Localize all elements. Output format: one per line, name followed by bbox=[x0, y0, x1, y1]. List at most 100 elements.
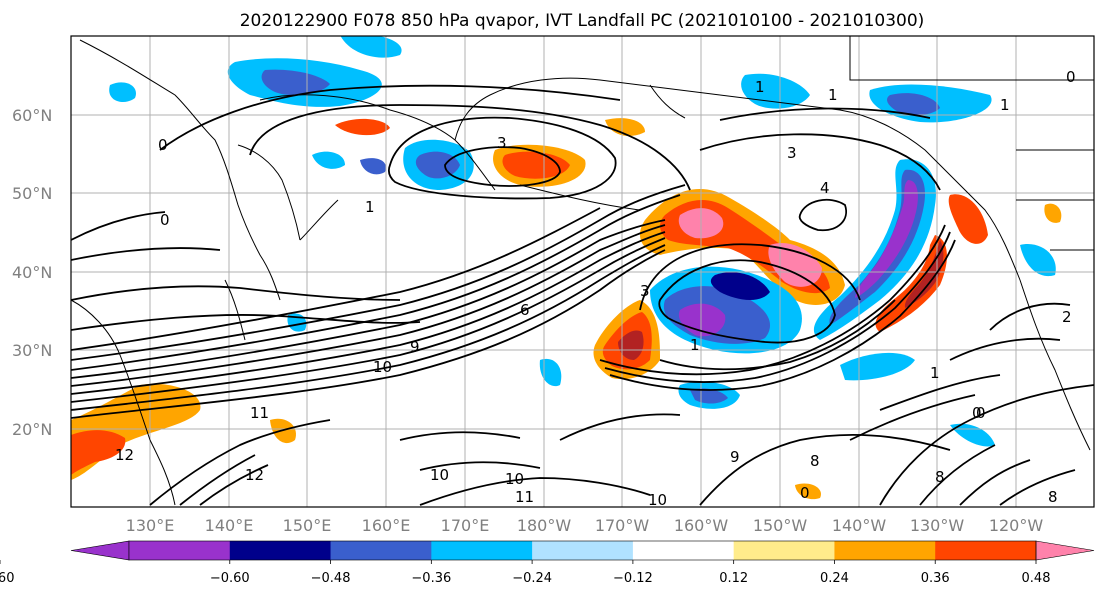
positive-anomaly-patch bbox=[875, 235, 947, 332]
colorbar: −0.60 −0.48 −0.36 −0.24 −0.12 0.12 0.24 0.36 0.4… bbox=[0, 540, 1095, 586]
positive-anomaly-patch bbox=[768, 242, 822, 287]
contour-label: 11 bbox=[515, 488, 534, 506]
colorbar-swatch bbox=[834, 541, 936, 560]
contour-label: 10 bbox=[430, 466, 449, 484]
contour-label: 10 bbox=[505, 470, 524, 488]
colorbar-swatch bbox=[532, 541, 634, 560]
positive-anomaly-patch bbox=[795, 483, 821, 500]
positive-anomaly-patch bbox=[605, 118, 645, 136]
colorbar-swatch bbox=[935, 541, 1037, 560]
contour-label: 1 bbox=[828, 86, 838, 104]
ivt-contours bbox=[71, 84, 1094, 506]
colorbar-tick-label: 0.24 bbox=[820, 571, 849, 586]
colorbar-tick-label: 0.36 bbox=[921, 571, 950, 586]
colorbar-tick-label: −0.60 bbox=[210, 571, 250, 586]
lon-label: 170°E bbox=[441, 516, 490, 535]
contour-label: 6 bbox=[520, 301, 530, 319]
negative-anomaly-patch bbox=[829, 169, 926, 325]
contour-label: 10 bbox=[648, 491, 667, 509]
negative-anomaly-patch bbox=[539, 358, 562, 387]
positive-anomaly-patch bbox=[335, 118, 390, 136]
map-frame bbox=[70, 35, 1095, 508]
positive-anomaly-patch bbox=[71, 430, 126, 475]
contour-label: 1 bbox=[690, 336, 700, 354]
contour-label: 0 bbox=[160, 211, 170, 229]
contour-label: 8 bbox=[810, 452, 820, 470]
lon-label: 160°E bbox=[362, 516, 411, 535]
contour-label: 0 bbox=[1066, 68, 1076, 86]
contour-label: 8 bbox=[1048, 488, 1058, 506]
colorbar-swatch bbox=[229, 541, 332, 560]
contour-label: 1 bbox=[755, 78, 765, 96]
lat-label: 40°N bbox=[12, 263, 52, 282]
contour-label: 3 bbox=[787, 144, 797, 162]
contour-label: 0 bbox=[976, 404, 986, 422]
contour-label: 0 bbox=[972, 404, 982, 422]
contour-label: 0 bbox=[158, 136, 168, 154]
contour-label: 0 bbox=[800, 484, 810, 502]
negative-anomaly-patch bbox=[887, 93, 940, 115]
contour-label: 1 bbox=[930, 364, 940, 382]
negative-anomaly-patch bbox=[261, 69, 330, 96]
colorbar-extend-min bbox=[70, 540, 130, 561]
positive-anomaly-patch bbox=[1044, 203, 1062, 223]
colorbar-tick-label: 0.12 bbox=[719, 571, 748, 586]
positive-anomaly-patch bbox=[904, 240, 944, 308]
contour-label: 12 bbox=[115, 446, 134, 464]
contour-label: 10 bbox=[373, 358, 392, 376]
lon-label: 120°W bbox=[989, 516, 1044, 535]
colorbar-extend-max bbox=[1035, 540, 1095, 561]
contour-label: 3 bbox=[640, 282, 650, 300]
lat-label: 20°N bbox=[12, 420, 52, 439]
contour-label: 9 bbox=[730, 448, 740, 466]
negative-anomaly-patch bbox=[109, 82, 136, 102]
contour-label: 3 bbox=[497, 134, 507, 152]
contour-labels: 0 0 0 0 0 1 1 1 1 3 3 4 3 1 9 10 11 12 1… bbox=[115, 68, 1076, 509]
contour-label: 12 bbox=[245, 466, 264, 484]
contour-label: 9 bbox=[410, 338, 420, 356]
colorbar-tick-label: 0.60 bbox=[0, 571, 14, 586]
latitude-labels: 60°N 50°N 40°N 30°N 20°N bbox=[12, 106, 52, 439]
lon-label: 140°E bbox=[205, 516, 254, 535]
negative-anomaly-patch bbox=[360, 158, 386, 175]
contour-label: 11 bbox=[250, 404, 269, 422]
colorbar-swatch bbox=[733, 541, 835, 560]
lat-label: 30°N bbox=[12, 341, 52, 360]
colorbar-swatch bbox=[632, 541, 735, 560]
lon-label: 160°W bbox=[674, 516, 729, 535]
shaded-field bbox=[71, 36, 1062, 500]
contour-label: 2 bbox=[1062, 308, 1072, 326]
contour-label: 8 bbox=[935, 468, 945, 486]
contour-label: 4 bbox=[820, 179, 830, 197]
negative-anomaly-patch bbox=[690, 388, 728, 404]
contour-label: 1 bbox=[365, 198, 375, 216]
lat-label: 60°N bbox=[12, 106, 52, 125]
lat-label: 50°N bbox=[12, 184, 52, 203]
negative-anomaly-patch bbox=[415, 151, 460, 179]
colorbar-tick-label: −0.48 bbox=[311, 571, 351, 586]
longitude-labels: 130°E 140°E 150°E 160°E 170°E 180°W 170°… bbox=[126, 516, 1044, 535]
colorbar-tick-label: −0.12 bbox=[613, 571, 653, 586]
lon-label: 130°W bbox=[910, 516, 965, 535]
negative-anomaly-patch bbox=[1020, 244, 1056, 277]
colorbar-swatch bbox=[431, 541, 533, 560]
positive-anomaly-patch bbox=[618, 330, 644, 360]
colorbar-tick-label: −0.24 bbox=[512, 571, 552, 586]
map-area: 0 0 0 0 0 1 1 1 1 3 3 4 3 1 9 10 11 12 1… bbox=[71, 36, 1094, 509]
positive-anomaly-patch bbox=[948, 194, 988, 244]
graticule bbox=[71, 36, 1094, 507]
colorbar-swatch bbox=[129, 541, 231, 560]
negative-anomaly-patch bbox=[710, 272, 770, 300]
lon-label: 150°E bbox=[283, 516, 332, 535]
lon-label: 180°W bbox=[517, 516, 572, 535]
lon-label: 170°W bbox=[595, 516, 650, 535]
negative-anomaly-patch bbox=[855, 180, 918, 298]
lon-label: 130°E bbox=[126, 516, 175, 535]
contour-label: 1 bbox=[1000, 96, 1010, 114]
figure-title: 2020122900 F078 850 hPa qvapor, IVT Land… bbox=[240, 11, 925, 31]
lon-label: 140°W bbox=[832, 516, 887, 535]
positive-anomaly-patch bbox=[502, 151, 570, 179]
lon-label: 150°W bbox=[753, 516, 808, 535]
colorbar-swatch bbox=[330, 541, 432, 560]
